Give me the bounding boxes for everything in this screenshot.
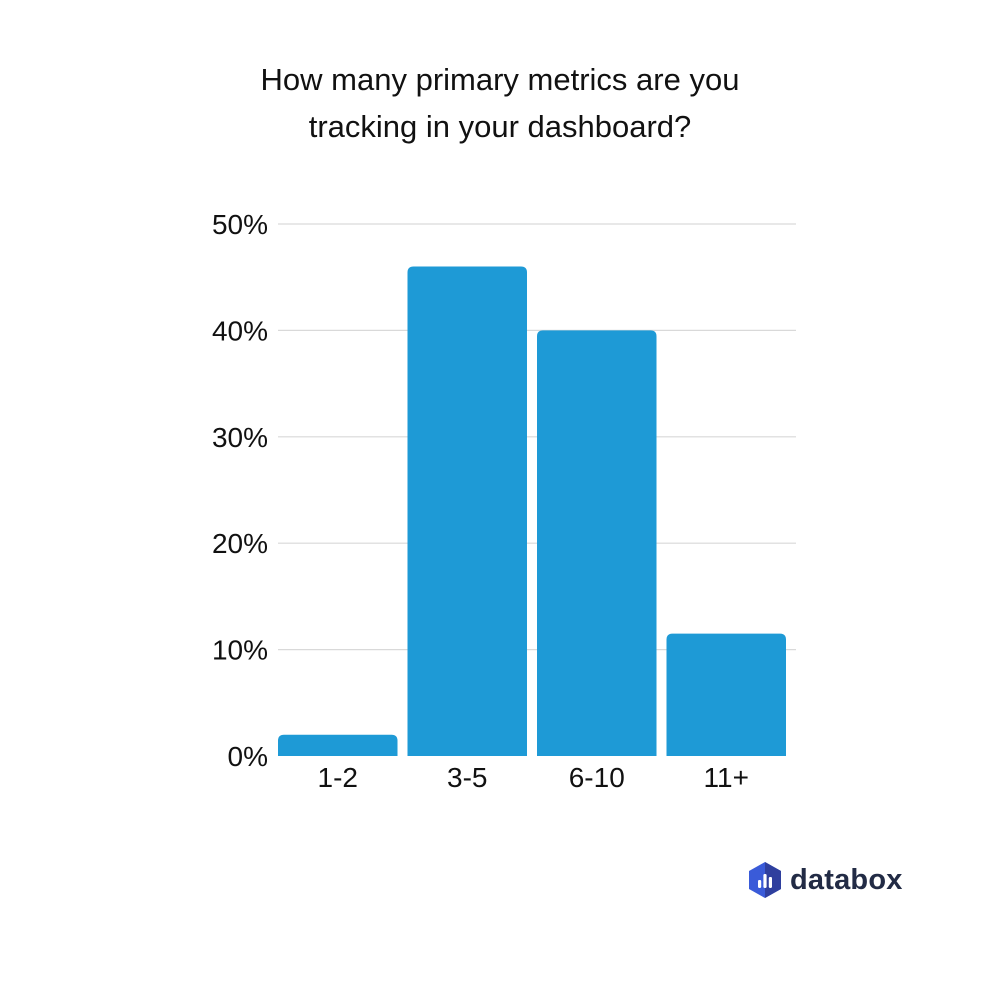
y-axis-ticks: 0% 10% 20% 30% 40% 50% [212, 209, 268, 772]
y-tick-label: 30% [212, 422, 268, 453]
y-tick-label: 20% [212, 528, 268, 559]
x-tick-label: 6-10 [569, 762, 625, 793]
bar-6-10 [537, 330, 657, 756]
bars [278, 266, 786, 756]
bar-3-5 [407, 266, 527, 756]
y-tick-label: 40% [212, 315, 268, 346]
x-tick-label: 1-2 [318, 762, 358, 793]
bar-11+ [666, 633, 786, 756]
x-axis-ticks: 1-2 3-5 6-10 11+ [318, 762, 749, 793]
chart-title-line-1: How many primary metrics are you [260, 62, 740, 97]
y-tick-label: 50% [212, 209, 268, 240]
databox-hexagon-icon [748, 861, 782, 899]
databox-wordmark: databox [790, 864, 903, 896]
chart-title-line-2: tracking in your dashboard? [308, 109, 692, 144]
bar-1-2 [278, 734, 398, 756]
x-tick-label: 3-5 [447, 762, 487, 793]
x-tick-label: 11+ [704, 762, 749, 793]
y-tick-label: 10% [212, 635, 268, 666]
chart-title: How many primary metrics are you trackin… [150, 56, 850, 150]
y-tick-label: 0% [228, 741, 268, 772]
databox-logo: databox [748, 860, 903, 900]
